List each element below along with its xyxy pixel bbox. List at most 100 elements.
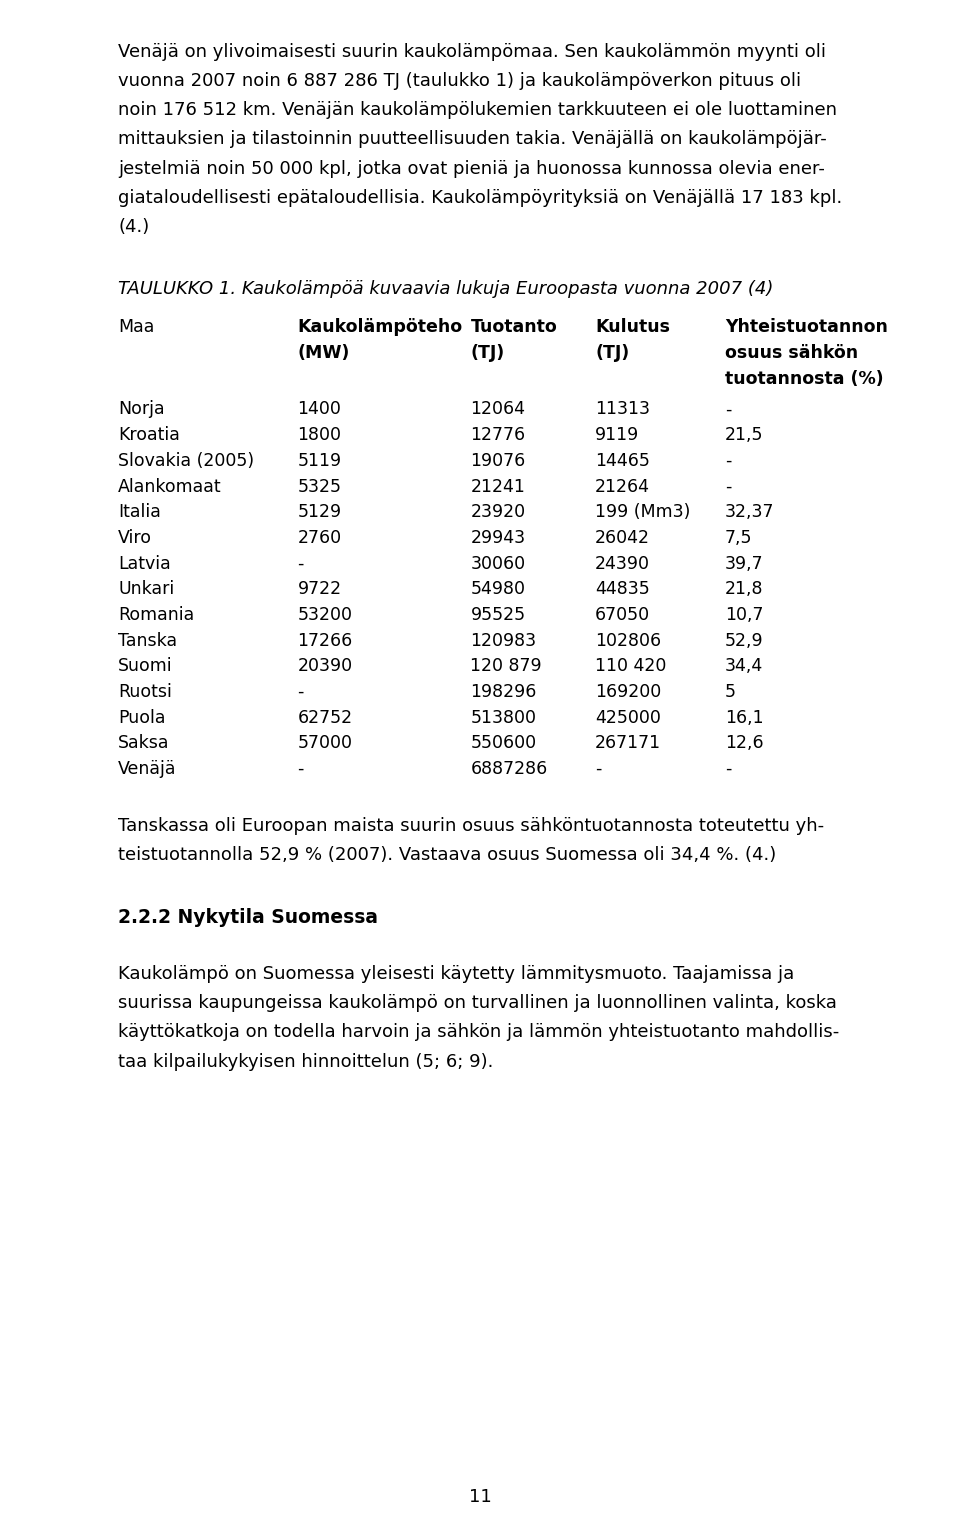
Text: Kaukolämpöteho: Kaukolämpöteho [298,318,463,337]
Text: 19076: 19076 [470,452,526,471]
Text: 12,6: 12,6 [725,734,763,752]
Text: 53200: 53200 [298,606,352,624]
Text: -: - [725,452,732,471]
Text: 11313: 11313 [595,401,650,419]
Text: Slovakia (2005): Slovakia (2005) [118,452,254,471]
Text: 24390: 24390 [595,554,650,573]
Text: 550600: 550600 [470,734,537,752]
Text: (TJ): (TJ) [595,344,630,362]
Text: 34,4: 34,4 [725,658,763,675]
Text: 39,7: 39,7 [725,554,763,573]
Text: Tanska: Tanska [118,632,178,650]
Text: 102806: 102806 [595,632,661,650]
Text: 267171: 267171 [595,734,661,752]
Text: -: - [725,478,732,495]
Text: Latvia: Latvia [118,554,171,573]
Text: Kroatia: Kroatia [118,426,180,445]
Text: 21,8: 21,8 [725,580,763,599]
Text: Tuotanto: Tuotanto [470,318,557,337]
Text: 32,37: 32,37 [725,503,775,521]
Text: Maa: Maa [118,318,155,337]
Text: 20390: 20390 [298,658,352,675]
Text: -: - [725,401,732,419]
Text: 169200: 169200 [595,684,661,701]
Text: (TJ): (TJ) [470,344,505,362]
Text: -: - [725,760,732,778]
Text: 513800: 513800 [470,708,537,726]
Text: (MW): (MW) [298,344,350,362]
Text: 23920: 23920 [470,503,525,521]
Text: 9119: 9119 [595,426,639,445]
Text: suurissa kaupungeissa kaukolämpö on turvallinen ja luonnollinen valinta, koska: suurissa kaupungeissa kaukolämpö on turv… [118,995,837,1011]
Text: 26042: 26042 [595,528,650,547]
Text: 21,5: 21,5 [725,426,763,445]
Text: mittauksien ja tilastoinnin puutteellisuuden takia. Venäjällä on kaukolämpöjär-: mittauksien ja tilastoinnin puutteellisu… [118,131,827,148]
Text: Yhteistuotannon: Yhteistuotannon [725,318,888,337]
Text: 425000: 425000 [595,708,661,726]
Text: -: - [298,554,304,573]
Text: 5129: 5129 [298,503,342,521]
Text: 16,1: 16,1 [725,708,763,726]
Text: 57000: 57000 [298,734,352,752]
Text: 1800: 1800 [298,426,342,445]
Text: 62752: 62752 [298,708,352,726]
Text: 2760: 2760 [298,528,342,547]
Text: Tanskassa oli Euroopan maista suurin osuus sähköntuotannosta toteutettu yh-: Tanskassa oli Euroopan maista suurin osu… [118,818,824,835]
Text: 17266: 17266 [298,632,353,650]
Text: 12064: 12064 [470,401,525,419]
Text: 120983: 120983 [470,632,537,650]
Text: TAULUKKO 1. Kaukolämpöä kuvaavia lukuja Euroopasta vuonna 2007 (4): TAULUKKO 1. Kaukolämpöä kuvaavia lukuja … [118,280,774,299]
Text: 21264: 21264 [595,478,650,495]
Text: 95525: 95525 [470,606,525,624]
Text: 30060: 30060 [470,554,525,573]
Text: 21241: 21241 [470,478,525,495]
Text: 14465: 14465 [595,452,650,471]
Text: 6887286: 6887286 [470,760,547,778]
Text: Unkari: Unkari [118,580,175,599]
Text: Kaukolämpö on Suomessa yleisesti käytetty lämmitysmuoto. Taajamissa ja: Kaukolämpö on Suomessa yleisesti käytett… [118,964,794,982]
Text: 5: 5 [725,684,735,701]
Text: -: - [298,684,304,701]
Text: 5325: 5325 [298,478,342,495]
Text: 198296: 198296 [470,684,537,701]
Text: Ruotsi: Ruotsi [118,684,172,701]
Text: 67050: 67050 [595,606,650,624]
Text: Romania: Romania [118,606,194,624]
Text: Italia: Italia [118,503,161,521]
Text: Kulutus: Kulutus [595,318,670,337]
Text: 7,5: 7,5 [725,528,753,547]
Text: 10,7: 10,7 [725,606,763,624]
Text: 11: 11 [468,1488,492,1506]
Text: 9722: 9722 [298,580,342,599]
Text: 54980: 54980 [470,580,525,599]
Text: 2.2.2 Nykytila Suomessa: 2.2.2 Nykytila Suomessa [118,908,378,928]
Text: -: - [595,760,602,778]
Text: Saksa: Saksa [118,734,170,752]
Text: 52,9: 52,9 [725,632,763,650]
Text: Alankomaat: Alankomaat [118,478,222,495]
Text: Venäjä: Venäjä [118,760,177,778]
Text: 44835: 44835 [595,580,650,599]
Text: 1400: 1400 [298,401,342,419]
Text: 29943: 29943 [470,528,525,547]
Text: vuonna 2007 noin 6 887 286 TJ (taulukko 1) ja kaukolämpöverkon pituus oli: vuonna 2007 noin 6 887 286 TJ (taulukko … [118,72,802,90]
Text: 5119: 5119 [298,452,342,471]
Text: 110 420: 110 420 [595,658,666,675]
Text: -: - [298,760,304,778]
Text: Norja: Norja [118,401,165,419]
Text: 199 (Mm3): 199 (Mm3) [595,503,690,521]
Text: giataloudellisesti epätaloudellisia. Kaukolämpöyrityksiä on Venäjällä 17 183 kpl: giataloudellisesti epätaloudellisia. Kau… [118,189,842,207]
Text: teistuotannolla 52,9 % (2007). Vastaava osuus Suomessa oli 34,4 %. (4.): teistuotannolla 52,9 % (2007). Vastaava … [118,847,777,865]
Text: Puola: Puola [118,708,165,726]
Text: jestelmiä noin 50 000 kpl, jotka ovat pieniä ja huonossa kunnossa olevia ener-: jestelmiä noin 50 000 kpl, jotka ovat pi… [118,160,825,178]
Text: 120 879: 120 879 [470,658,542,675]
Text: käyttökatkoja on todella harvoin ja sähkön ja lämmön yhteistuotanto mahdollis-: käyttökatkoja on todella harvoin ja sähk… [118,1023,839,1042]
Text: 12776: 12776 [470,426,525,445]
Text: taa kilpailukykyisen hinnoittelun (5; 6; 9).: taa kilpailukykyisen hinnoittelun (5; 6;… [118,1052,493,1071]
Text: noin 176 512 km. Venäjän kaukolämpölukemien tarkkuuteen ei ole luottaminen: noin 176 512 km. Venäjän kaukolämpölukem… [118,101,837,119]
Text: (4.): (4.) [118,218,149,236]
Text: osuus sähkön: osuus sähkön [725,344,858,362]
Text: Suomi: Suomi [118,658,173,675]
Text: tuotannosta (%): tuotannosta (%) [725,370,883,387]
Text: Viro: Viro [118,528,152,547]
